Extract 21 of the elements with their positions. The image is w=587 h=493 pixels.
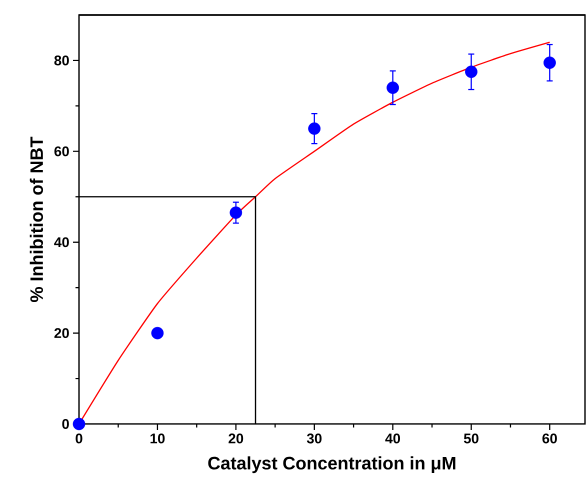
y-tick-label: 80	[54, 55, 69, 66]
point	[308, 122, 321, 135]
x-tick-label: 0	[76, 434, 82, 444]
point	[386, 82, 399, 94]
y-tick-label: 0	[62, 419, 69, 429]
y-axis-title: % Inhibition of NBT	[30, 136, 44, 302]
x-tick-label: 40	[385, 434, 400, 444]
x-tick-label: 20	[228, 434, 244, 444]
point	[230, 206, 242, 219]
point	[72, 418, 86, 430]
point	[543, 56, 556, 69]
x-tick-label: 30	[306, 434, 322, 444]
x-tick-label: 60	[542, 434, 557, 444]
x-tick-label: 10	[150, 434, 165, 444]
point	[465, 66, 478, 78]
y-tick-label: 60	[54, 146, 69, 156]
x-axis-title: Catalyst Concentration in μM	[208, 456, 456, 474]
y-tick-label: 40	[54, 237, 69, 248]
x-tick-label: 50	[464, 434, 478, 444]
point	[151, 326, 164, 340]
y-tick-label: 20	[54, 328, 69, 338]
